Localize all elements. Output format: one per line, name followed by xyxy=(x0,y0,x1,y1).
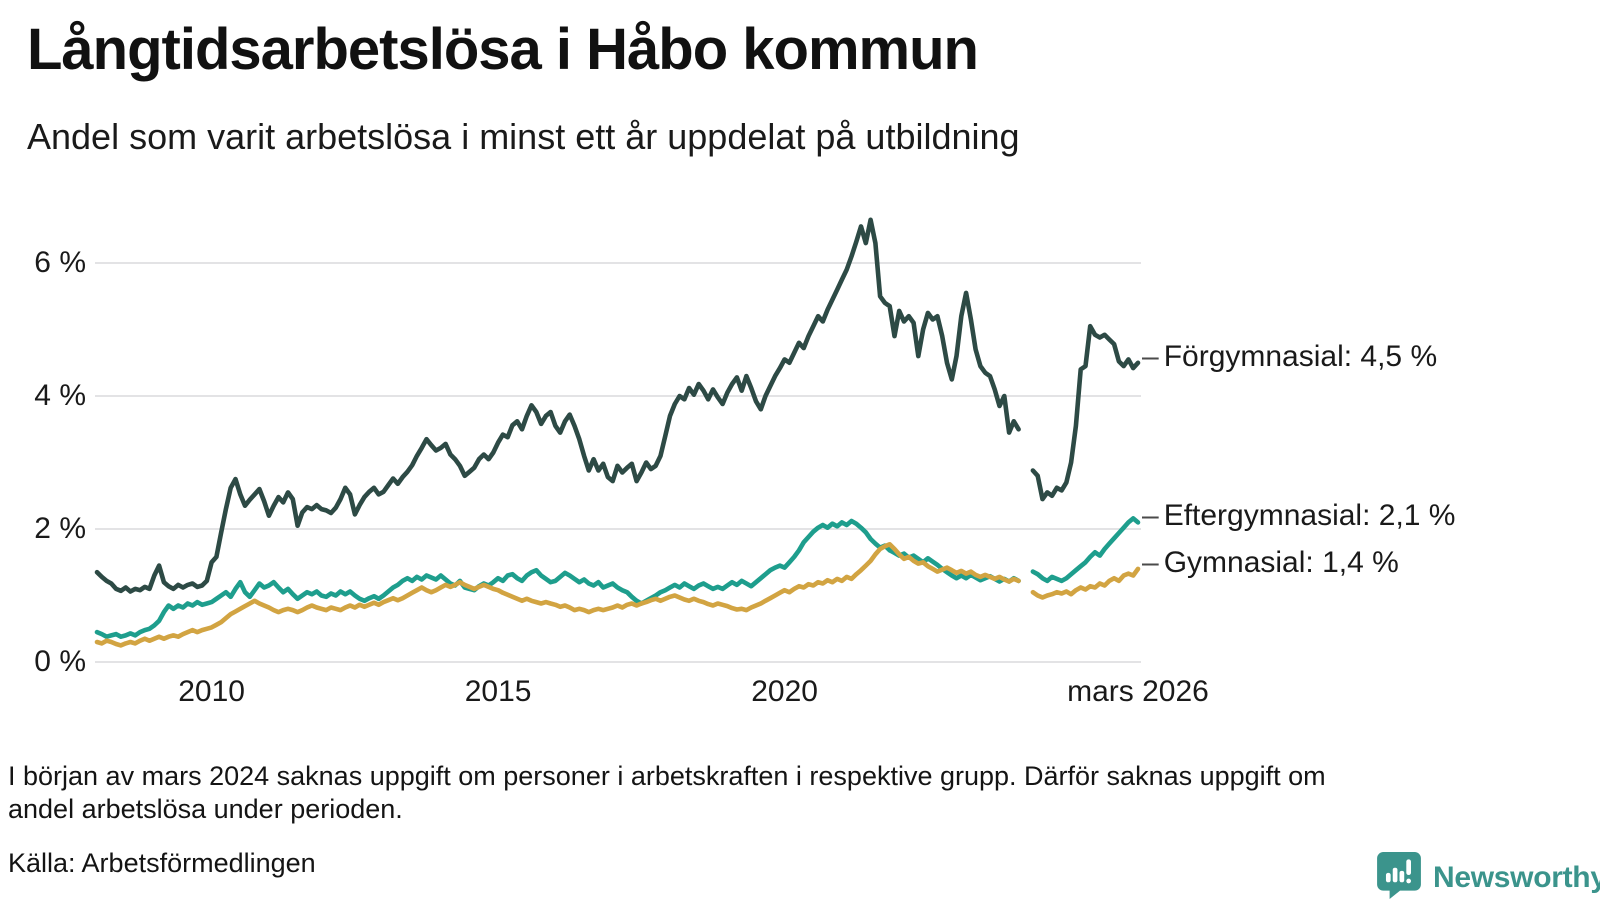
series-line-eftergymnasial xyxy=(94,516,1141,639)
x-tick-label: mars 2026 xyxy=(1067,675,1209,708)
footnote-line-2: andel arbetslösa under perioden. xyxy=(8,794,403,824)
label-connector-dash: – xyxy=(1142,339,1159,373)
x-tick-label: 2015 xyxy=(464,675,532,708)
page-subtitle: Andel som varit arbetslösa i minst ett å… xyxy=(27,116,1020,157)
source-text: Källa: Arbetsförmedlingen xyxy=(8,848,316,878)
label-connector-dash: – xyxy=(1142,499,1159,533)
series-end-label-förgymnasial: – Förgymnasial: 4,5 % xyxy=(1142,339,1437,375)
series-line-gymnasial xyxy=(94,542,1141,648)
label-connector-dash: – xyxy=(1142,545,1159,579)
newsworthy-speech-bubble-chart-icon xyxy=(1376,851,1422,900)
newsworthy-logo: Newsworthy xyxy=(1376,851,1600,900)
footnote-line-1: I början av mars 2024 saknas uppgift om … xyxy=(8,761,1326,791)
series-end-label-text: Förgymnasial: 4,5 % xyxy=(1163,339,1438,373)
y-tick-label: 4 % xyxy=(34,379,86,412)
page-title: Långtidsarbetslösa i Håbo kommun xyxy=(27,17,979,82)
footnote: I början av mars 2024 saknas uppgift om … xyxy=(8,760,1326,826)
series-end-label-eftergymnasial: – Eftergymnasial: 2,1 % xyxy=(1142,498,1455,534)
series-end-label-text: Gymnasial: 1,4 % xyxy=(1163,545,1399,579)
series-end-label-gymnasial: – Gymnasial: 1,4 % xyxy=(1142,545,1399,581)
y-tick-label: 0 % xyxy=(34,645,86,678)
y-tick-label: 6 % xyxy=(34,246,86,279)
newsworthy-wordmark: Newsworthy xyxy=(1433,860,1600,894)
series-end-label-text: Eftergymnasial: 2,1 % xyxy=(1163,499,1456,533)
series-line-förgymnasial xyxy=(94,217,1141,594)
x-tick-label: 2010 xyxy=(178,675,245,708)
x-tick-label: 2020 xyxy=(751,675,818,708)
y-tick-label: 2 % xyxy=(34,512,86,545)
